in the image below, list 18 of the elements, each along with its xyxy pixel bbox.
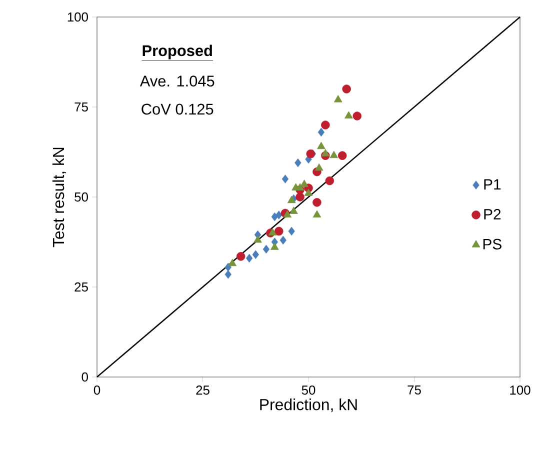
annotation: Ave. 1.045	[140, 76, 214, 87]
legend-label: PS	[483, 238, 502, 250]
x-tick-label: 100	[510, 386, 530, 395]
x-tick-label: 0	[94, 386, 100, 395]
x-tick-label: 50	[302, 386, 316, 395]
legend-label: P2	[484, 208, 501, 220]
y-tick-label: 75	[74, 102, 88, 112]
y-tick-label: 50	[74, 192, 88, 202]
legend-label: P1	[484, 179, 501, 190]
annotation: CoV 0.125	[142, 104, 214, 115]
y-tick-label: 25	[74, 282, 88, 292]
x-tick-label: 75	[408, 386, 421, 395]
x-tick-label: 25	[196, 386, 210, 395]
annotation: Proposed	[142, 44, 212, 60]
y-axis-title: Test result, kN	[52, 148, 66, 248]
x-axis-title: Prediction, kN	[260, 398, 357, 412]
y-tick-label: 0	[82, 372, 88, 382]
y-tick-label: 100	[68, 12, 88, 22]
